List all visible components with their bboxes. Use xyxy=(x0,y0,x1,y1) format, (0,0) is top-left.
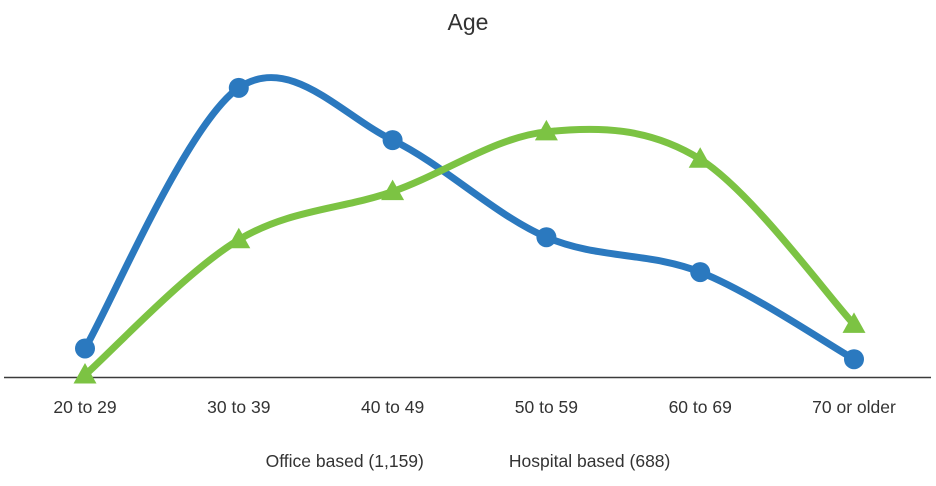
chart-title: Age xyxy=(447,9,489,35)
data-point-triangle-hospital-based-688-1 xyxy=(227,227,251,249)
legend-item-hospital-based: Hospital based (688) xyxy=(508,451,671,471)
legend-item-office-based: Office based (1,159) xyxy=(265,451,424,471)
data-point-triangle-hospital-based-688-0 xyxy=(73,363,97,384)
line-series-hospital-based-688 xyxy=(81,125,858,379)
data-point-circle-office-based-1-159-5 xyxy=(844,349,864,370)
data-point-circle-office-based-1-159-4 xyxy=(690,262,711,283)
data-point-triangle-hospital-based-688-4 xyxy=(688,147,712,168)
data-point-circle-office-based-1-159-3 xyxy=(536,227,557,248)
data-point-circle-office-based-1-159-2 xyxy=(382,130,403,151)
line-series-office-based-1-159 xyxy=(81,74,858,363)
data-point-circle-office-based-1-159-0 xyxy=(75,338,95,359)
data-point-triangle-hospital-based-688-5 xyxy=(842,312,866,333)
data-point-triangle-hospital-based-688-3 xyxy=(534,119,558,141)
data-point-circle-office-based-1-159-1 xyxy=(228,77,249,98)
chart-legend: Office based (1,159) Hospital based (688) xyxy=(0,451,936,472)
data-point-triangle-hospital-based-688-2 xyxy=(381,179,405,201)
